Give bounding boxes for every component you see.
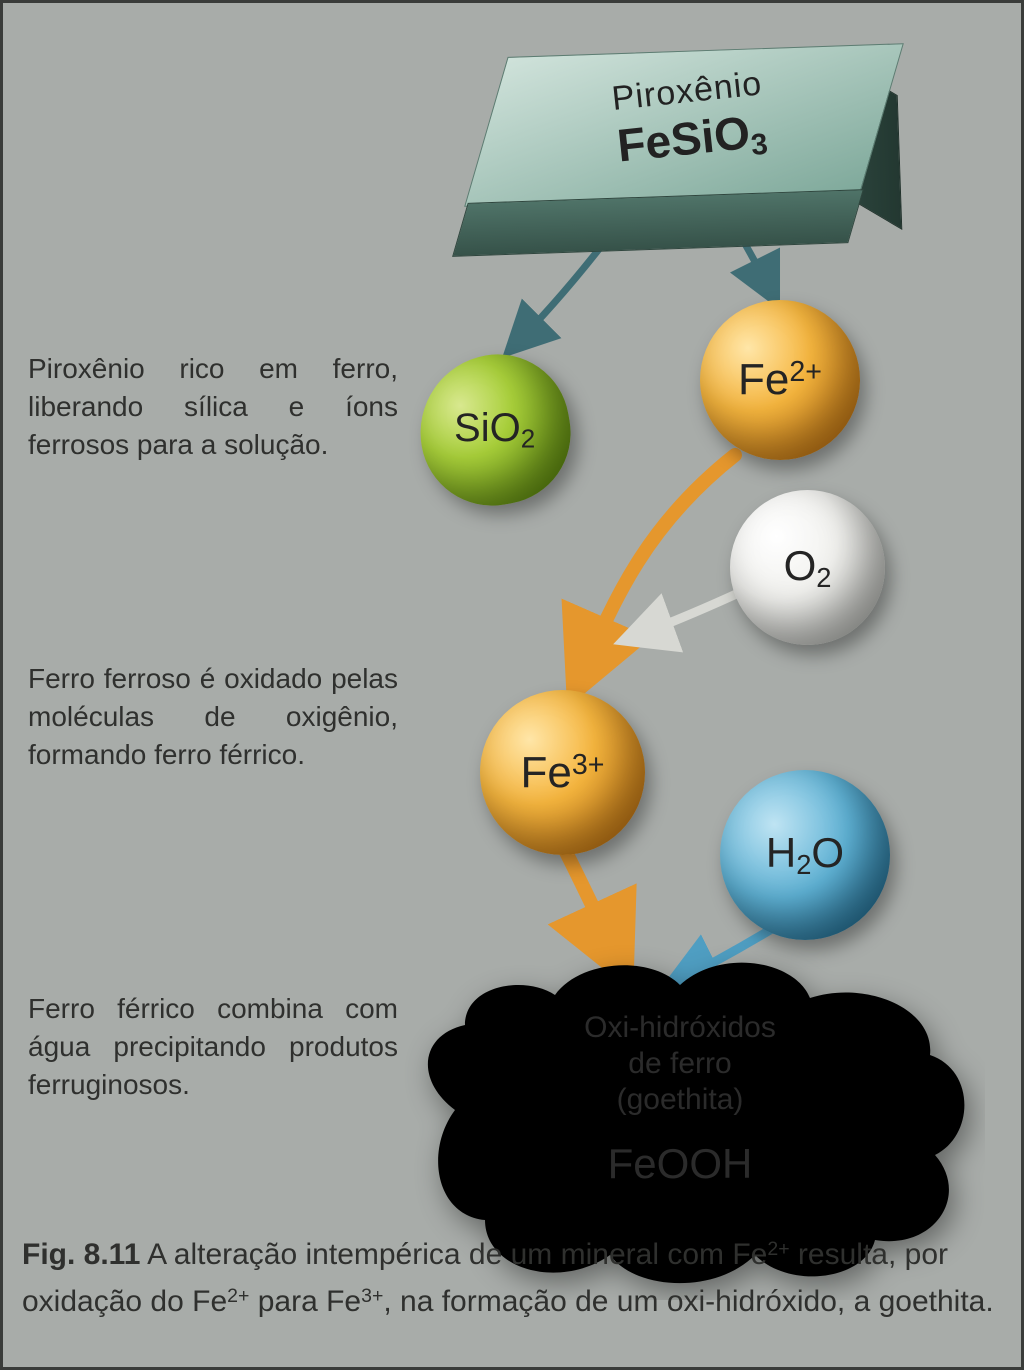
figure-caption-label: Fig. 8.11 <box>22 1238 140 1271</box>
goethite-line1: Oxi-hidróxidos <box>470 1010 890 1046</box>
label-step3: Ferro férrico combina com água precipita… <box>28 990 398 1103</box>
sphere-fe3-label: Fe3+ <box>521 748 605 798</box>
arrow-o2-join <box>625 590 745 640</box>
figure-caption: Fig. 8.11 A alteração intempérica de um … <box>22 1232 1002 1325</box>
sphere-sio2-label: SiO2 <box>454 406 535 455</box>
sphere-h2o-label: H2O <box>766 829 844 881</box>
label-step1: Piroxênio rico em ferro, liberando sílic… <box>28 350 398 463</box>
goethite-line3: (goethita) <box>470 1082 890 1118</box>
sphere-fe2: Fe2+ <box>700 300 860 460</box>
sphere-h2o: H2O <box>720 770 890 940</box>
mineral-block: Piroxênio FeSiO3 <box>470 50 900 250</box>
goethite-text: Oxi-hidróxidos de ferro (goethita) FeOOH <box>470 1010 890 1188</box>
sphere-o2-label: O2 <box>784 542 832 594</box>
label-step2: Ferro ferroso é oxidado pelas moléculas … <box>28 660 398 773</box>
goethite-line2: de ferro <box>470 1046 890 1082</box>
sphere-fe3: Fe3+ <box>480 690 645 855</box>
figure-caption-text: A alteração intempérica de um mineral co… <box>22 1238 994 1318</box>
goethite-formula: FeOOH <box>470 1140 890 1188</box>
sphere-fe2-label: Fe2+ <box>738 355 822 405</box>
sphere-o2: O2 <box>730 490 885 645</box>
arrow-fe2-fe3 <box>575 455 735 690</box>
